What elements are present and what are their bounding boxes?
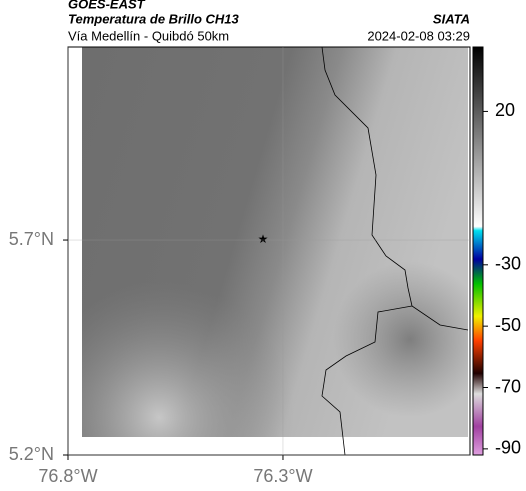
border: [321, 305, 413, 456]
location: Vía Medellín - Quibdó 50km: [68, 28, 229, 43]
brightness-field: [82, 47, 468, 437]
border: [321, 46, 469, 331]
colorbar: [472, 46, 484, 456]
location-star: ★: [258, 232, 269, 246]
datetime: 2024-02-08 03:29: [367, 28, 470, 43]
colorbar-tick-label: -70: [495, 376, 521, 396]
x-tick-label: 76.8°W: [38, 466, 97, 486]
colorbar-tick-label: -90: [495, 438, 521, 458]
y-tick-label: 5.7°N: [9, 229, 54, 249]
colorbar-tick-label: -50: [495, 315, 521, 335]
y-tick-label: 5.2°N: [9, 444, 54, 464]
source: SIATA: [433, 11, 470, 26]
x-tick-label: 76.3°W: [253, 466, 312, 486]
colorbar-tick-label: 20: [495, 100, 515, 120]
title: GOES-EAST: [68, 0, 146, 11]
subtitle: Temperatura de Brillo CH13: [68, 11, 240, 26]
colorbar-tick-label: -30: [495, 254, 521, 274]
